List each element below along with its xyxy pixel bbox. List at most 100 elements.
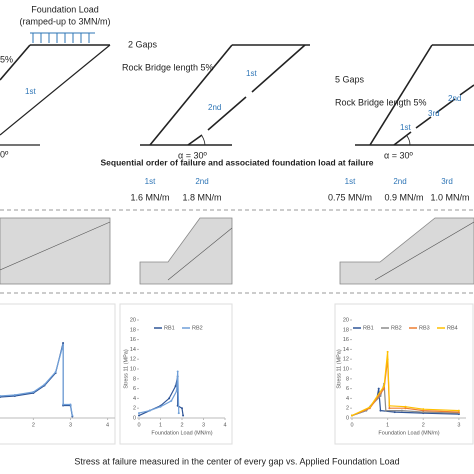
slope-b xyxy=(140,44,310,146)
gaps: 5 Gaps xyxy=(335,74,365,84)
y-tick-label: 14 xyxy=(130,347,136,353)
data-point xyxy=(62,403,65,406)
data-point xyxy=(43,383,46,386)
bridge: Rock Bridge length 5% xyxy=(335,97,427,107)
data-point xyxy=(62,344,65,346)
order-load: 1.0 MN/m xyxy=(430,192,469,202)
data-point xyxy=(181,407,183,410)
data-point xyxy=(138,414,140,417)
legend-label: RB4 xyxy=(447,325,458,331)
chart-frames xyxy=(0,303,474,445)
y-tick-label: 6 xyxy=(133,386,136,392)
x-tick-label: 2 xyxy=(32,422,35,428)
ratio: 5% xyxy=(0,54,13,64)
data-point xyxy=(386,350,389,353)
y-axis-label: Stress 11 (MPa) xyxy=(336,349,342,388)
x-tick-label: 4 xyxy=(223,422,226,428)
y-tick-label: 2 xyxy=(133,406,136,412)
data-point xyxy=(422,408,425,411)
gap-label: 1st xyxy=(246,69,257,78)
y-tick-label: 2 xyxy=(346,406,349,412)
data-point xyxy=(457,411,460,414)
data-point xyxy=(383,385,386,388)
data-point xyxy=(148,409,151,412)
order-caption: Sequential order of failure and associat… xyxy=(101,157,374,167)
x-tick-label: 2 xyxy=(180,422,183,428)
data-point xyxy=(457,409,460,412)
data-point xyxy=(388,404,391,407)
data-point xyxy=(175,390,178,393)
order-label: 1st xyxy=(145,177,156,186)
slope-a xyxy=(0,44,111,146)
data-point xyxy=(54,371,57,373)
data-point xyxy=(393,411,396,414)
x-tick-label: 0 xyxy=(350,422,353,428)
data-point xyxy=(400,409,403,412)
y-tick-label: 18 xyxy=(130,327,136,333)
order-load: 1.6 MN/m xyxy=(130,192,169,202)
y-tick-label: 8 xyxy=(346,376,349,382)
gap-label: 1st xyxy=(400,123,411,132)
legend-label: RB2 xyxy=(391,325,402,331)
data-point xyxy=(159,405,162,408)
data-point xyxy=(0,395,1,397)
data-line xyxy=(0,342,73,417)
data-point xyxy=(351,414,353,417)
y-axis-label: Stress 11 (MPa) xyxy=(123,349,129,388)
angle: 0º xyxy=(0,149,9,159)
y-tick-label: 10 xyxy=(130,366,136,372)
data-point xyxy=(62,342,65,344)
y-tick-label: 4 xyxy=(133,396,136,402)
data-point xyxy=(174,385,177,388)
data-line xyxy=(351,351,459,417)
y-tick-label: 18 xyxy=(343,327,349,333)
order-label: 2nd xyxy=(195,177,208,186)
load-arrows xyxy=(30,32,95,43)
data-point xyxy=(384,409,387,412)
data-point xyxy=(422,411,425,414)
data-point xyxy=(170,399,173,402)
y-tick-label: 0 xyxy=(133,415,136,421)
data-point xyxy=(177,412,180,415)
angle: α = 30º xyxy=(384,150,413,160)
data-point xyxy=(13,394,16,396)
gap-label: 2nd xyxy=(208,103,221,112)
data-point xyxy=(176,370,179,373)
order-label: 2nd xyxy=(393,177,406,186)
legend-label: RB3 xyxy=(419,325,430,331)
order-load: 0.9 MN/m xyxy=(384,192,423,202)
x-tick-label: 2 xyxy=(422,422,425,428)
data-point xyxy=(368,406,371,409)
gaps: 2 Gaps xyxy=(128,39,158,49)
order-load: 0.75 MN/m xyxy=(328,192,372,202)
data-point xyxy=(377,387,380,390)
bottom-caption: Stress at failure measured in the center… xyxy=(74,456,399,466)
y-tick-label: 14 xyxy=(343,347,349,353)
gap-label: 3rd xyxy=(428,109,440,118)
data-point xyxy=(404,407,407,410)
data-point xyxy=(379,394,382,397)
order-load: 1.8 MN/m xyxy=(182,192,221,202)
y-tick-label: 12 xyxy=(130,357,136,363)
y-tick-label: 16 xyxy=(130,337,136,343)
data-line xyxy=(138,376,184,417)
y-tick-label: 20 xyxy=(130,317,136,323)
gap-label: 2nd xyxy=(448,94,461,103)
x-tick-label: 4 xyxy=(106,422,109,428)
order-label: 1st xyxy=(345,177,356,186)
data-line xyxy=(351,383,459,417)
angle: α = 30º xyxy=(178,150,207,160)
data-point xyxy=(69,403,72,406)
x-tick-label: 1 xyxy=(386,422,389,428)
y-tick-label: 20 xyxy=(343,317,349,323)
bridge: Rock Bridge length 5% xyxy=(122,62,214,72)
load-sub: (ramped-up to 3MN/m) xyxy=(19,16,110,26)
data-point xyxy=(422,409,425,412)
load-title: Foundation Load xyxy=(31,4,99,14)
legend-label: RB1 xyxy=(363,325,374,331)
x-axis-label: Foundation Load (MN/m) xyxy=(151,430,212,436)
model-joints xyxy=(0,221,474,281)
y-tick-label: 10 xyxy=(343,366,349,372)
x-tick-label: 3 xyxy=(69,422,72,428)
x-tick-label: 3 xyxy=(202,422,205,428)
